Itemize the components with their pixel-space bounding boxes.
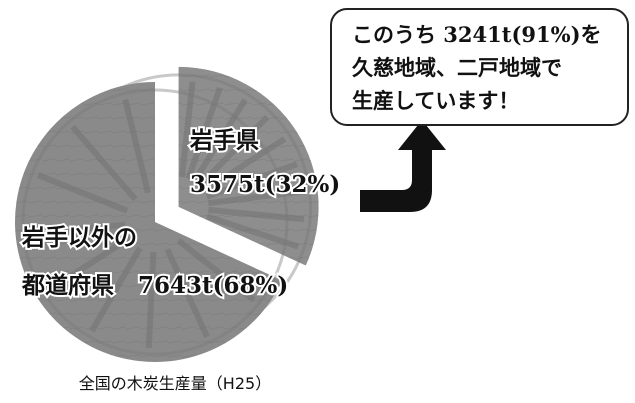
value-label: 3575t(32%): [190, 171, 340, 198]
annotation-line: 生産しています！: [352, 88, 519, 113]
slice-texture: [14, 82, 283, 362]
spoke: [89, 246, 143, 333]
chart-title: 全国の木炭生産量（H25）: [79, 374, 271, 393]
category-label: 岩手県: [189, 127, 259, 154]
annotation-line: このうち 3241t(91%)を: [352, 22, 602, 47]
spoke: [122, 98, 151, 194]
slice-texture: [178, 66, 319, 266]
callout-box: [330, 8, 629, 126]
pie: [14, 66, 319, 362]
spoke: [202, 136, 287, 194]
value-label: 7643t(68%): [138, 272, 288, 299]
spoke: [205, 161, 299, 200]
spoke: [206, 213, 300, 250]
spoke: [47, 235, 132, 293]
category-label: 岩手以外の都道府県: [21, 224, 137, 299]
spoke: [164, 248, 210, 338]
spoke: [208, 206, 305, 223]
rim: [21, 88, 289, 356]
spoke: [191, 98, 248, 184]
spoke: [70, 124, 138, 202]
spoke: [207, 188, 304, 207]
spoke: [176, 238, 256, 303]
spoke: [36, 172, 129, 214]
annotation-line: 久慈地域、二戸地域で: [352, 55, 562, 80]
spoke: [145, 251, 157, 348]
spoke: [178, 81, 196, 178]
spoke: [29, 221, 126, 237]
arrow: [360, 120, 446, 212]
spoke: [185, 86, 223, 180]
spoke: [197, 115, 270, 188]
